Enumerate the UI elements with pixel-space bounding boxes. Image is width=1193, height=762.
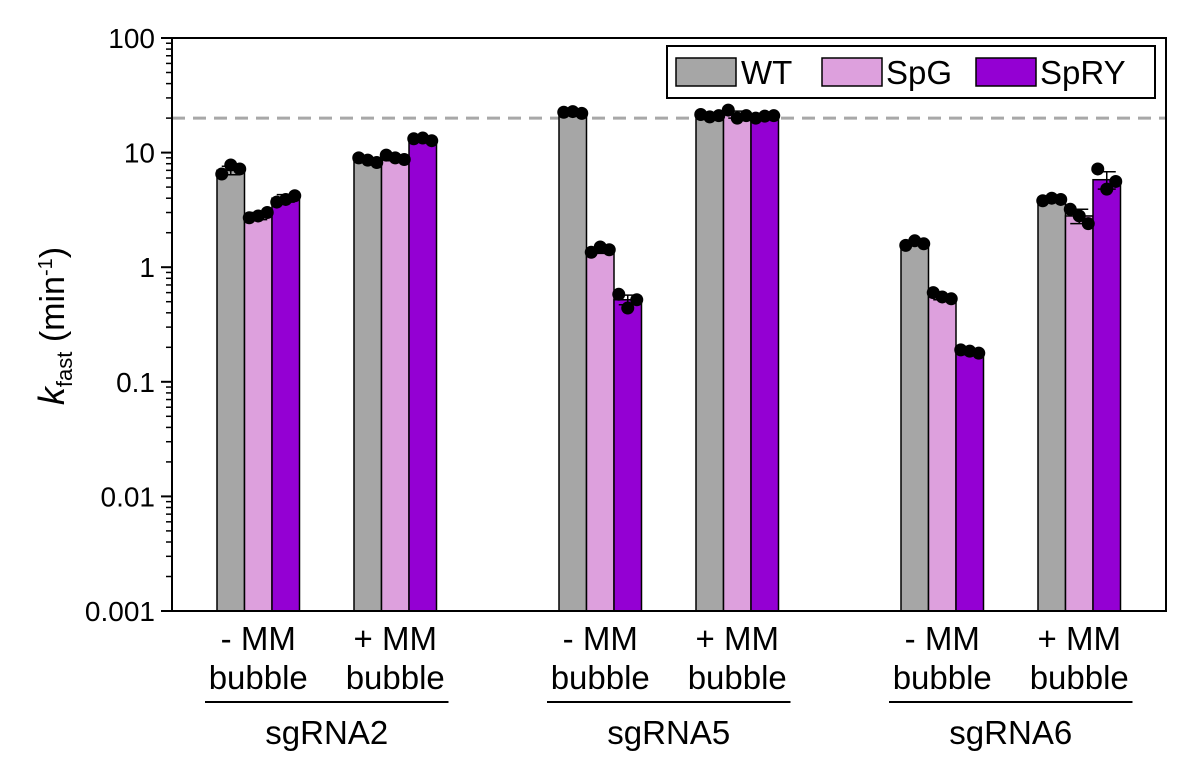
y-tick-label: 100 xyxy=(108,23,155,54)
y-axis-unit-exp: -1 xyxy=(35,258,57,276)
bar-sgrna2-wt xyxy=(216,169,246,612)
bar-sgrna6-spg xyxy=(927,296,957,612)
group-label-sgrna5: sgRNA5 xyxy=(607,714,730,751)
condition-label: - MM xyxy=(905,620,980,657)
bar-sgrna5-wt xyxy=(558,112,588,612)
condition-label: - MM xyxy=(221,620,296,657)
data-point xyxy=(370,155,384,169)
y-axis-symbol: k xyxy=(31,385,72,405)
data-point xyxy=(233,162,247,176)
data-point xyxy=(944,292,958,306)
data-point xyxy=(1063,202,1077,216)
y-tick-label: 0.001 xyxy=(85,596,155,627)
condition-label: bubble xyxy=(893,659,992,696)
data-point xyxy=(712,109,726,123)
bar-sgrna6-wt xyxy=(1037,198,1067,612)
data-point xyxy=(721,103,735,117)
data-point xyxy=(425,134,439,148)
legend-label-spg: SpG xyxy=(886,54,952,91)
data-point xyxy=(972,346,986,360)
y-tick-label: 1 xyxy=(139,252,155,283)
y-tick-label: 0.1 xyxy=(116,367,155,398)
data-point xyxy=(1091,162,1105,176)
bar-sgrna2-wt xyxy=(353,159,383,612)
bar-sgrna6-wt xyxy=(900,243,930,612)
data-point xyxy=(621,301,635,315)
plot-frame xyxy=(171,37,1167,612)
bar-sgrna6-spry xyxy=(955,351,985,612)
data-point xyxy=(917,237,931,251)
legend-swatch-spry xyxy=(975,57,1037,87)
data-point xyxy=(215,167,229,181)
legend-label-spry: SpRY xyxy=(1040,54,1126,91)
condition-label: bubble xyxy=(209,659,308,696)
data-point xyxy=(1054,192,1068,206)
data-point xyxy=(630,293,644,307)
data-point xyxy=(1081,217,1095,231)
condition-label: bubble xyxy=(688,659,787,696)
bar-sgrna2-spg xyxy=(243,215,273,612)
bar-sgrna5-wt xyxy=(695,114,725,612)
data-point xyxy=(602,243,616,257)
data-point xyxy=(767,109,781,123)
y-axis-subscript: fast xyxy=(52,352,77,387)
y-tick-label: 10 xyxy=(124,138,155,169)
bar-sgrna5-spry xyxy=(750,116,780,612)
group-label-sgrna2: sgRNA2 xyxy=(265,714,388,751)
bar-sgrna6-spg xyxy=(1064,215,1094,612)
data-point xyxy=(260,206,274,220)
data-point xyxy=(397,153,411,167)
legend-label-wt: WT xyxy=(741,54,792,91)
legend-box xyxy=(666,45,1156,99)
bar-sgrna2-spry xyxy=(408,138,438,612)
condition-label: bubble xyxy=(551,659,650,696)
y-tick-label: 0.01 xyxy=(101,481,156,512)
legend: WT SpG SpRY xyxy=(666,45,1156,99)
data-point xyxy=(288,189,302,203)
bar-sgrna2-spg xyxy=(380,157,410,612)
bar-sgrna5-spry xyxy=(613,298,643,612)
points-layer xyxy=(215,103,1123,360)
y-axis-unit-open: (min xyxy=(34,276,72,352)
condition-label: + MM xyxy=(354,620,437,657)
data-point xyxy=(1100,182,1114,196)
condition-label: bubble xyxy=(346,659,445,696)
legend-swatch-spg xyxy=(821,57,883,87)
data-point xyxy=(1072,209,1086,223)
y-axis-unit-close: ) xyxy=(34,247,72,258)
condition-label: + MM xyxy=(1038,620,1121,657)
group-label-sgrna6: sgRNA6 xyxy=(949,714,1072,751)
bar-sgrna2-spry xyxy=(271,197,301,612)
condition-label: + MM xyxy=(696,620,779,657)
bars-layer xyxy=(216,112,1122,612)
data-point xyxy=(612,287,626,301)
bar-sgrna6-spry xyxy=(1092,178,1122,612)
legend-swatch-wt xyxy=(675,57,737,87)
bar-sgrna5-spg xyxy=(722,113,752,612)
data-point xyxy=(1109,174,1123,188)
data-point xyxy=(575,106,589,120)
condition-label: bubble xyxy=(1030,659,1129,696)
y-axis-ticks: 0.001 0.01 0.1 1 10 100 xyxy=(85,23,172,627)
condition-label: - MM xyxy=(563,620,638,657)
bar-sgrna5-spg xyxy=(585,249,615,612)
y-axis-title: kfast (min-1) xyxy=(31,247,77,405)
